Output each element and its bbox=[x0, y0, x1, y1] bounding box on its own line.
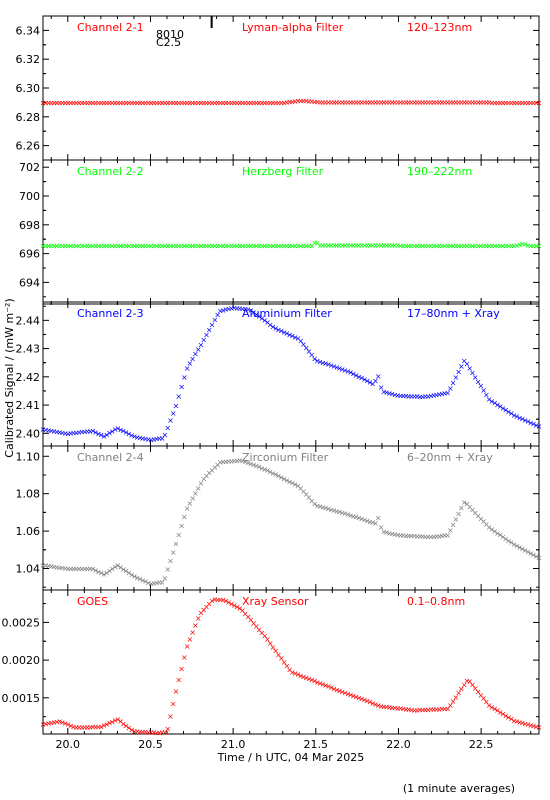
panel-1: 6.26 6.28 6.30 6.32 6.34 ××××××××××××××××××××… bbox=[16, 16, 543, 160]
series-2: ××××××××××××××××××××××××××××××××××××××××… bbox=[40, 239, 543, 251]
band-label: 120–123nm bbox=[407, 21, 472, 34]
band-label: 6–20nm + Xray bbox=[407, 451, 493, 464]
y-axis-title: Calibrated Signal / (mW m⁻²) bbox=[3, 298, 16, 457]
data-point: × bbox=[164, 565, 171, 574]
panel-5: 0.00150.00200.0025××××××××××××××××××××××… bbox=[2, 590, 543, 737]
filter-label: Zirconium Filter bbox=[242, 451, 329, 464]
y-tick-label: 2.40 bbox=[16, 427, 41, 440]
y-tick-label: 2.44 bbox=[16, 314, 41, 327]
channel-label: Channel 2-4 bbox=[77, 451, 144, 464]
filter-label: Herzberg Filter bbox=[242, 165, 324, 178]
data-point: × bbox=[175, 676, 182, 685]
y-tick-label: 1.08 bbox=[16, 488, 41, 501]
footnote: (1 minute averages) bbox=[403, 782, 515, 795]
data-point: × bbox=[375, 514, 382, 523]
y-tick-label: 6.30 bbox=[16, 82, 41, 95]
x-tick-label: 20.5 bbox=[138, 738, 163, 751]
data-point: × bbox=[162, 574, 169, 583]
data-point: × bbox=[536, 98, 543, 107]
channel-label: Channel 2-2 bbox=[77, 165, 144, 178]
data-point: × bbox=[536, 553, 543, 562]
data-point: × bbox=[173, 687, 180, 696]
data-point: × bbox=[170, 548, 177, 557]
y-tick-label: 0.0015 bbox=[2, 692, 41, 705]
data-point: × bbox=[170, 409, 177, 418]
band-label: 190–222nm bbox=[407, 165, 472, 178]
data-point: × bbox=[536, 723, 543, 732]
data-point: × bbox=[167, 557, 174, 566]
y-tick-label: 1.06 bbox=[16, 525, 41, 538]
y-tick-label: 0.0020 bbox=[2, 654, 41, 667]
y-tick-label: 694 bbox=[19, 276, 40, 289]
data-point: × bbox=[178, 382, 185, 391]
channel-label: Channel 2-1 bbox=[77, 21, 144, 34]
y-tick-label: 696 bbox=[19, 248, 40, 261]
filter-label: Xray Sensor bbox=[242, 595, 309, 608]
data-point: × bbox=[178, 664, 185, 673]
y-tick-label: 6.28 bbox=[16, 111, 41, 124]
panel-frame bbox=[43, 160, 539, 304]
filter-label: Aluminium Filter bbox=[242, 307, 332, 320]
y-tick-label: 6.32 bbox=[16, 53, 41, 66]
y-tick-label: 700 bbox=[19, 190, 40, 203]
data-point: × bbox=[167, 712, 174, 721]
x-tick-label: 21.5 bbox=[304, 738, 329, 751]
x-tick-label: 20.0 bbox=[56, 738, 81, 751]
y-tick-label: 1.10 bbox=[16, 450, 41, 463]
series-1: ××××××××××××××××××××××××××××××××××××××××… bbox=[40, 96, 543, 107]
y-tick-label: 6.26 bbox=[16, 140, 41, 153]
x-tick-label: 21.0 bbox=[221, 738, 246, 751]
y-tick-label: 0.0025 bbox=[2, 616, 41, 629]
data-point: × bbox=[181, 653, 188, 662]
data-point: × bbox=[536, 422, 543, 431]
panel-frame bbox=[43, 590, 539, 734]
y-tick-label: 2.41 bbox=[16, 399, 41, 412]
y-tick-label: 2.43 bbox=[16, 343, 41, 356]
y-tick-label: 1.04 bbox=[16, 562, 41, 575]
filter-label: Lyman-alpha Filter bbox=[242, 21, 344, 34]
channel-label: GOES bbox=[77, 595, 108, 608]
x-tick-label: 22.0 bbox=[386, 738, 411, 751]
band-label: 0.1–0.8nm bbox=[407, 595, 465, 608]
x-tick-label: 22.5 bbox=[469, 738, 494, 751]
data-point: × bbox=[173, 539, 180, 548]
series-3: ××××××××××××××××××××××××××××××××××××××××… bbox=[40, 304, 543, 445]
series-4: ××××××××××××××××××××××××××××××××××××××××… bbox=[40, 456, 543, 588]
data-point: × bbox=[175, 530, 182, 539]
data-point: × bbox=[181, 373, 188, 382]
y-tick-label: 6.34 bbox=[16, 24, 41, 37]
data-point: × bbox=[181, 513, 188, 522]
panel-2: 694 696 698 700 702 ×××××××××××××××××××××××××… bbox=[19, 160, 542, 304]
panel-frame bbox=[43, 16, 539, 160]
y-tick-label: 702 bbox=[19, 161, 40, 174]
y-tick-label: 698 bbox=[19, 219, 40, 232]
panel-4: 1.041.061.081.10××××××××××××××××××××××××… bbox=[16, 446, 543, 590]
data-point: × bbox=[164, 725, 171, 734]
data-point: × bbox=[173, 401, 180, 410]
y-tick-label: 2.42 bbox=[16, 371, 41, 384]
series-5: ××××××××××××××××××××××××××××××××××××××××… bbox=[40, 595, 543, 737]
band-label: 17–80nm + Xray bbox=[407, 307, 500, 320]
flare-class-label: C2.5 bbox=[156, 36, 181, 49]
data-point: × bbox=[375, 372, 382, 381]
data-point: × bbox=[170, 699, 177, 708]
panel-3: 2.402.412.422.432.44××××××××××××××××××××… bbox=[16, 302, 543, 446]
channel-label: Channel 2-3 bbox=[77, 307, 144, 320]
data-point: × bbox=[536, 242, 543, 251]
data-point: × bbox=[175, 392, 182, 401]
x-axis-title: Time / h UTC, 04 Mar 2025 bbox=[217, 751, 365, 764]
data-point: × bbox=[178, 522, 185, 531]
